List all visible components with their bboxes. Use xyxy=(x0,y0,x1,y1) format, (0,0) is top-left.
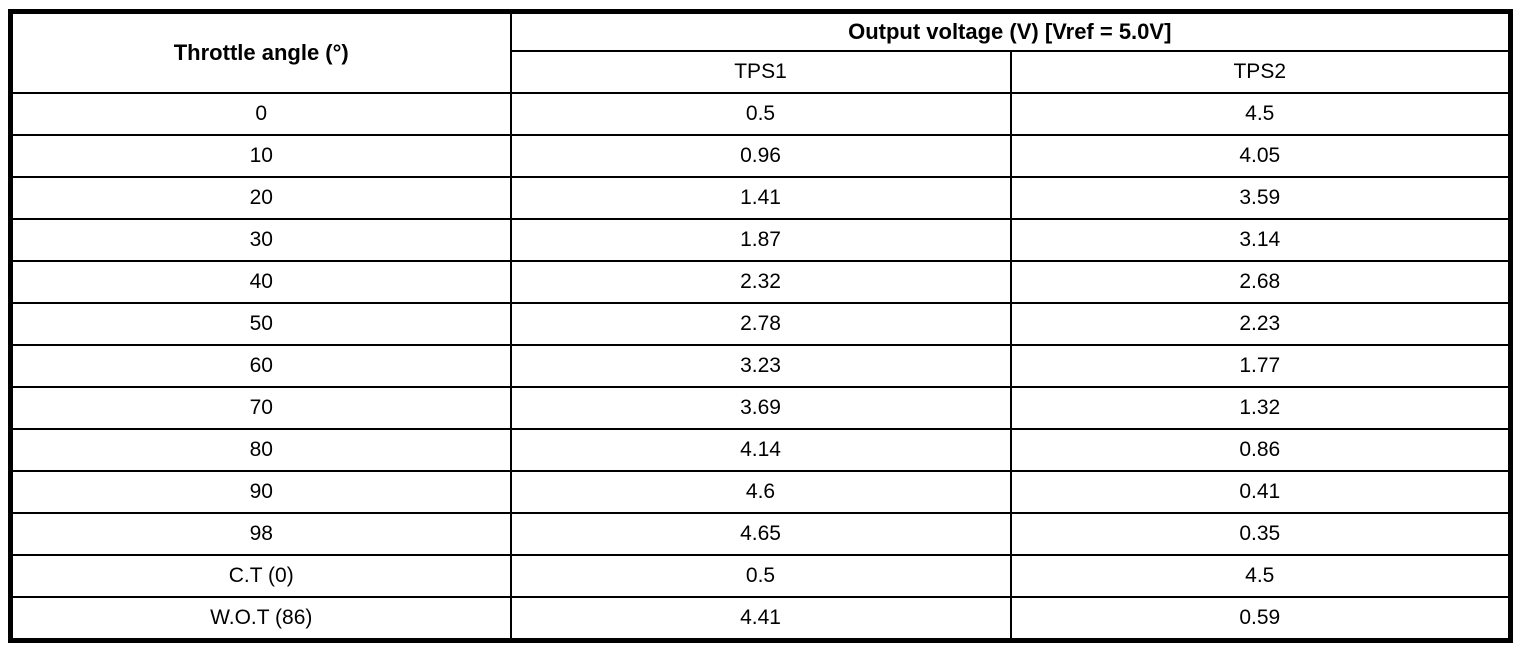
angle-cell: W.O.T (86) xyxy=(9,596,512,642)
tps2-cell: 0.41 xyxy=(1009,470,1512,514)
tps2-cell: 1.32 xyxy=(1009,386,1512,430)
tps1-column-header: TPS1 xyxy=(509,50,1012,94)
angle-cell: 50 xyxy=(9,302,512,346)
header-row-sub: TPS1 TPS2 xyxy=(11,50,1512,94)
tps1-cell: 4.6 xyxy=(509,470,1012,514)
tps1-cell: 1.41 xyxy=(509,176,1012,220)
angle-cell: 0 xyxy=(9,92,512,136)
tps2-cell: 4.5 xyxy=(1009,92,1512,136)
tps1-cell: 4.65 xyxy=(509,512,1012,556)
angle-cell: 10 xyxy=(9,134,512,178)
tps2-cell: 4.5 xyxy=(1009,554,1512,598)
tps1-cell: 1.87 xyxy=(509,218,1012,262)
tps1-cell: 4.14 xyxy=(509,428,1012,472)
tps2-cell: 3.59 xyxy=(1009,176,1512,220)
tps2-cell: 0.86 xyxy=(1009,428,1512,472)
tps1-cell: 2.32 xyxy=(509,260,1012,304)
table-row: 50 2.78 2.23 xyxy=(9,302,1512,346)
table-row: 90 4.6 0.41 xyxy=(9,470,1512,514)
tps2-column-header: TPS2 xyxy=(1009,50,1512,94)
tps2-cell: 3.14 xyxy=(1009,218,1512,262)
tps2-cell: 2.23 xyxy=(1009,302,1512,346)
tps2-cell: 2.68 xyxy=(1009,260,1512,304)
tps1-cell: 4.41 xyxy=(509,596,1012,642)
tps2-cell: 1.77 xyxy=(1009,344,1512,388)
angle-cell: 60 xyxy=(9,344,512,388)
angle-cell: 80 xyxy=(9,428,512,472)
table-row: W.O.T (86) 4.41 0.59 xyxy=(9,596,1512,642)
tps1-cell: 0.96 xyxy=(509,134,1012,178)
table-row: 40 2.32 2.68 xyxy=(9,260,1512,304)
output-voltage-group-header: Output voltage (V) [Vref = 5.0V] xyxy=(509,10,1512,52)
header-row-group: Throttle angle (°) Output voltage (V) [V… xyxy=(9,10,1512,94)
table-row: 60 3.23 1.77 xyxy=(9,344,1512,388)
tps1-cell: 3.69 xyxy=(509,386,1012,430)
tps2-cell: 4.05 xyxy=(1009,134,1512,178)
tps2-cell: 0.35 xyxy=(1009,512,1512,556)
angle-cell: 98 xyxy=(9,512,512,556)
tps1-cell: 0.5 xyxy=(509,92,1012,136)
throttle-angle-column-header: Throttle angle (°) xyxy=(9,10,512,94)
tps2-cell: 0.59 xyxy=(1009,596,1512,642)
table-row: 80 4.14 0.86 xyxy=(9,428,1512,472)
tps1-cell: 0.5 xyxy=(509,554,1012,598)
tps1-cell: 2.78 xyxy=(509,302,1012,346)
table-row: C.T (0) 0.5 4.5 xyxy=(9,554,1512,598)
angle-cell: 40 xyxy=(9,260,512,304)
table-row: 0 0.5 4.5 xyxy=(9,92,1512,136)
angle-cell: C.T (0) xyxy=(9,554,512,598)
angle-cell: 70 xyxy=(9,386,512,430)
angle-cell: 20 xyxy=(9,176,512,220)
angle-cell: 30 xyxy=(9,218,512,262)
angle-cell: 90 xyxy=(9,470,512,514)
table-row: 20 1.41 3.59 xyxy=(9,176,1512,220)
throttle-sensor-voltage-table: Throttle angle (°) Output voltage (V) [V… xyxy=(8,9,1513,643)
table-row: 30 1.87 3.14 xyxy=(9,218,1512,262)
table-row: 10 0.96 4.05 xyxy=(9,134,1512,178)
tps1-cell: 3.23 xyxy=(509,344,1012,388)
table-row: 70 3.69 1.32 xyxy=(9,386,1512,430)
table-row: 98 4.65 0.35 xyxy=(9,512,1512,556)
